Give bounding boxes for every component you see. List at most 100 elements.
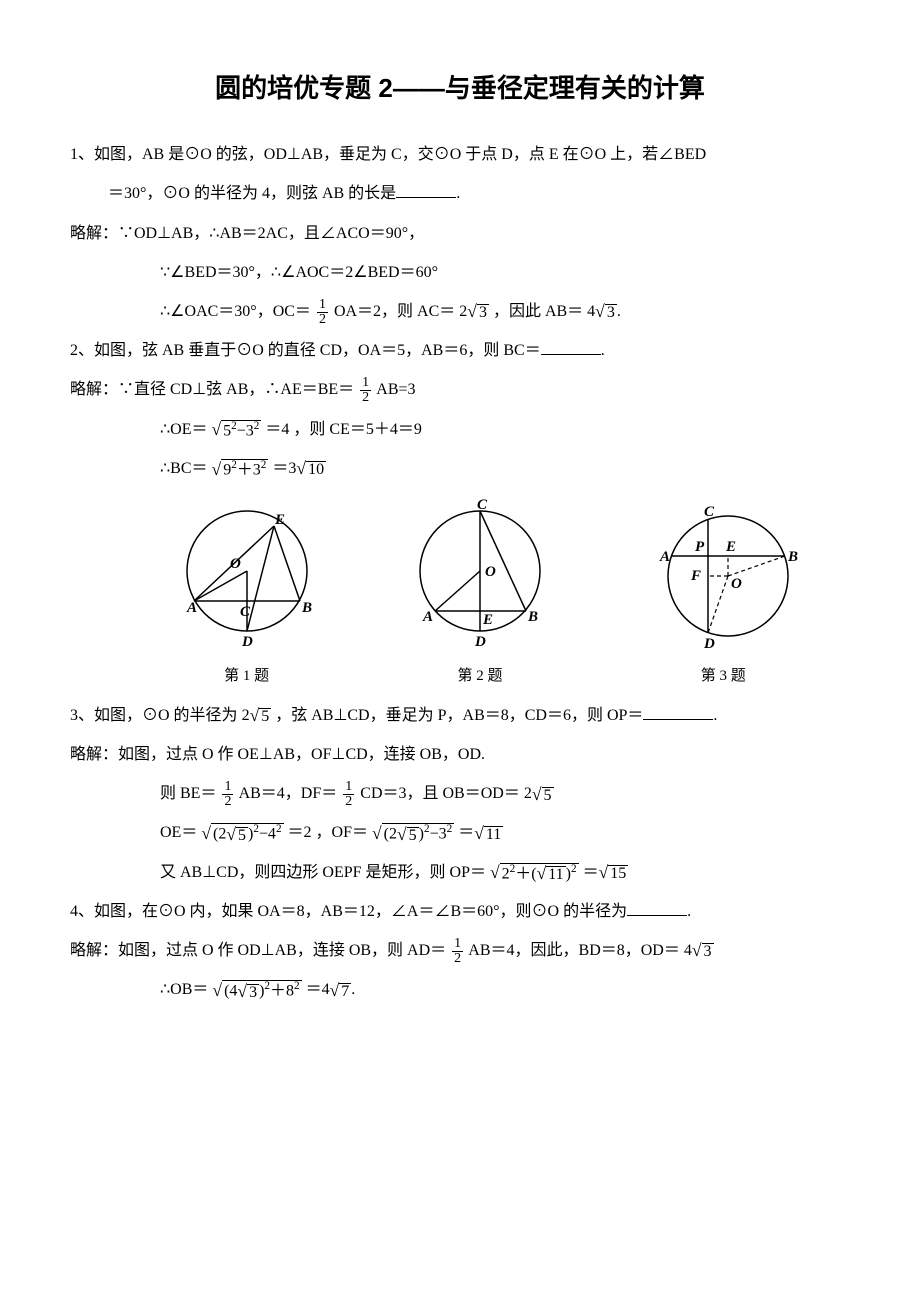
q4-blank — [627, 899, 687, 916]
q2-sol2a: ∴OE＝ — [160, 421, 208, 438]
q2-sol2b: ，则 CE＝5＋4＝9 — [293, 421, 421, 438]
frac-1-2b: 12 — [360, 376, 371, 405]
lbl-C: C — [477, 497, 488, 513]
a: (2 — [384, 826, 397, 843]
lbl-A: A — [422, 609, 433, 625]
num: 1 — [360, 376, 371, 391]
den: 2 — [360, 391, 371, 405]
rad: 3 — [702, 943, 714, 960]
m: −3 — [430, 826, 447, 843]
fig3: A B C D E P F O 第 3 题 — [628, 496, 818, 693]
sqrt7: 7 — [330, 982, 352, 1000]
q3-sol3: OE＝ (25)2−42 ＝2 ，OF＝ (25)2−32 ＝11 — [70, 815, 850, 850]
e2: 2 — [447, 823, 453, 835]
periodq1: . — [617, 303, 621, 320]
q1-sol2: ∵∠BED＝30°，∴∠AOC＝2∠BED＝60° — [70, 255, 850, 290]
q1-r2: 4 — [587, 303, 595, 320]
lbl-B: B — [301, 600, 312, 616]
sqrt5b: 5 — [532, 786, 554, 804]
sqrt-oe: (25)2−42 — [201, 823, 283, 844]
rad: (25)2−32 — [382, 823, 455, 844]
r1: 5 — [223, 422, 231, 439]
frac-1-2d: 12 — [343, 780, 354, 809]
lbl-B: B — [787, 549, 798, 565]
fig1: A B C D E O 第 1 题 — [162, 496, 332, 693]
rad: 22＋(11)2 — [500, 863, 579, 884]
lbl-A: A — [186, 600, 197, 616]
num: 1 — [343, 780, 354, 795]
q4-line1a: 4、如图，在⊙O 内，如果 OA＝8，AB＝12，∠A＝∠B＝60°，则⊙O 的… — [70, 903, 627, 920]
e2: 2 — [294, 980, 300, 992]
q4-radres: ＝4 — [306, 981, 330, 998]
den: 2 — [222, 795, 233, 809]
sqrt3c: 3 — [692, 942, 714, 960]
lbl-D: D — [241, 634, 253, 650]
q3-r2: 2 — [524, 785, 532, 802]
q3-sol2a: 则 BE＝ — [160, 785, 216, 802]
sqrt3a: 3 — [467, 303, 489, 321]
q3-sol4: 又 AB⊥CD，则四边形 OEPF 是矩形，则 OP＝ 22＋(11)2 ＝15 — [70, 855, 850, 890]
m: ＋8 — [270, 983, 294, 1000]
sqrt-5-3: 52−32 — [212, 420, 262, 439]
sqrt10: 10 — [296, 460, 326, 478]
q3-sol3a: OE＝ — [160, 824, 197, 841]
rad: 92＋32 — [221, 459, 268, 478]
q1-sol1: 略解：∵OD⊥AB，∴AB＝2AC，且∠ACO＝90°， — [70, 216, 850, 251]
q3-blank — [643, 703, 713, 720]
q2-sol1a: 略解：∵直径 CD⊥弦 AB，∴AE＝BE＝ — [70, 381, 354, 398]
q4-sol1a: 略解：如图，过点 O 作 OD⊥AB，连接 OB，则 AD＝ — [70, 942, 446, 959]
q2-sol3: ∴BC＝ 92＋32 ＝3 10 — [70, 451, 850, 486]
rad: 7 — [339, 983, 351, 1000]
rad: 5 — [236, 827, 248, 844]
isq: 11 — [537, 865, 566, 883]
q3-sol1: 略解：如图，过点 O 作 OE⊥AB，OF⊥CD，连接 OB，OD. — [70, 737, 850, 772]
rad: 10 — [306, 461, 326, 478]
q3-sol2c: CD＝3，且 OB＝OD＝ — [360, 785, 520, 802]
lbl-O: O — [485, 564, 496, 580]
q1-sol3c: ，因此 AB＝ — [493, 303, 583, 320]
m: ＋3 — [237, 462, 261, 479]
sqrt-op: 22＋(11)2 — [490, 863, 579, 884]
lbl-P: P — [695, 539, 705, 555]
q3-sol2: 则 BE＝ 12 AB＝4，DF＝ 12 CD＝3，且 OB＝OD＝ 25 — [70, 776, 850, 811]
rad: 3 — [605, 304, 617, 321]
frac-1-2: 12 — [317, 298, 328, 327]
q2-line1: 2、如图，弦 AB 垂直于⊙O 的直径 CD，OA＝5，AB＝6，则 BC＝. — [70, 333, 850, 368]
q1-line2a: ＝30°，⊙O 的半径为 4，则弦 AB 的长是 — [108, 185, 396, 202]
q1-sol3a: ∴∠OAC＝30°，OC＝ — [160, 303, 311, 320]
lbl-O: O — [731, 576, 742, 592]
lbl-E: E — [725, 539, 736, 555]
q2-sol1: 略解：∵直径 CD⊥弦 AB，∴AE＝BE＝ 12 AB=3 — [70, 372, 850, 407]
lbl-B: B — [527, 609, 538, 625]
q4-sol2a: ∴OB＝ — [160, 981, 208, 998]
lbl-D: D — [703, 636, 715, 652]
q4-sol2: ∴OB＝ (43)2＋82 ＝47. — [70, 972, 850, 1007]
den: 2 — [317, 313, 328, 327]
q2-rad1res: ＝4 — [265, 421, 289, 438]
figure-row: A B C D E O 第 1 题 A B C D E O 第 2 题 — [130, 496, 850, 693]
sqrt15: 15 — [599, 864, 629, 882]
rad: (43)2＋82 — [222, 980, 302, 1001]
q1-line2: ＝30°，⊙O 的半径为 4，则弦 AB 的长是. — [70, 176, 850, 211]
q3-sol4a: 又 AB⊥CD，则四边形 OEPF 是矩形，则 OP＝ — [160, 864, 486, 881]
rad: 3 — [247, 984, 259, 1001]
q4-sol1: 略解：如图，过点 O 作 OD⊥AB，连接 OB，则 AD＝ 12 AB＝4，因… — [70, 933, 850, 968]
period2: . — [601, 342, 605, 359]
q1-blank — [396, 181, 456, 198]
q2-line1a: 2、如图，弦 AB 垂直于⊙O 的直径 CD，OA＝5，AB＝6，则 BC＝ — [70, 342, 541, 359]
q2-sol2: ∴OE＝ 52−32 ＝4 ，则 CE＝5＋4＝9 — [70, 412, 850, 447]
lbl-F: F — [690, 568, 701, 584]
lbl-C: C — [704, 504, 715, 520]
a: 2 — [502, 865, 510, 882]
rad: 3 — [477, 304, 489, 321]
rad: 11 — [546, 866, 565, 883]
q3-rad4ares: ＝ — [583, 864, 599, 881]
m: −4 — [259, 826, 276, 843]
q2-rad2res: ＝3 — [272, 460, 296, 477]
a: (4 — [224, 983, 237, 1000]
sqrt-of: (25)2−32 — [372, 823, 454, 844]
fig3-svg: A B C D E P F O — [628, 496, 818, 656]
q2-sol3a: ∴BC＝ — [160, 460, 208, 477]
q3-line1b: ，弦 AB⊥CD，垂足为 P，AB＝8，CD＝6，则 OP＝ — [275, 707, 643, 724]
sqrt-ob: (43)2＋82 — [212, 980, 301, 1001]
